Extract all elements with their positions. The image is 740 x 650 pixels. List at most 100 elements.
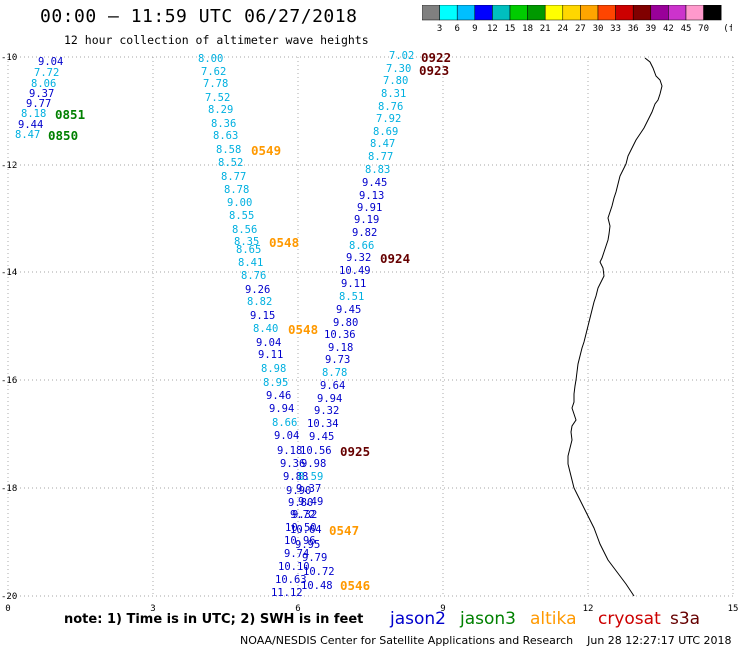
wave-height-value: 10.48 [301, 580, 333, 592]
wave-height-value: 8.51 [339, 291, 364, 303]
wave-height-value: 8.29 [208, 104, 233, 116]
wave-height-value: 10.64 [290, 524, 322, 536]
wave-height-value: 9.46 [266, 390, 291, 402]
color-scale-label: 12 [487, 24, 498, 34]
wave-height-value: 10.34 [307, 418, 339, 430]
wave-height-value: 7.30 [386, 63, 411, 75]
x-tick-label: 9 [440, 604, 445, 614]
wave-height-value: 9.44 [18, 119, 43, 131]
wave-height-value: 8.40 [253, 323, 278, 335]
color-scale-label: 3 [437, 24, 442, 34]
wave-height-value: 9.82 [352, 227, 377, 239]
color-scale-label: 30 [593, 24, 604, 34]
wave-height-value: 9.80 [288, 497, 313, 509]
wave-height-value: 9.88 [283, 471, 308, 483]
color-scale-unit: (ft) [723, 24, 732, 34]
legend-jason3: jason3 [460, 609, 516, 629]
wave-height-value: 7.78 [203, 78, 228, 90]
wave-height-value: 9.37 [29, 88, 54, 100]
color-swatch [703, 5, 722, 21]
color-scale-label: 36 [628, 24, 639, 34]
pass-time-label: 0549 [251, 143, 281, 158]
map-subtitle: 12 hour collection of altimeter wave hei… [64, 33, 369, 47]
wave-height-value: 8.63 [213, 130, 238, 142]
map-title: 00:00 – 11:59 UTC 06/27/2018 [40, 6, 358, 27]
axis-labels: 0 3 6 9 12 15 -10 -12 -14 -16 -18 -20 [1, 53, 738, 614]
wave-height-value: 9.32 [346, 252, 371, 264]
wave-height-value: 8.98 [261, 363, 286, 375]
wave-height-value: 8.56 [232, 224, 257, 236]
wave-height-value: 8.47 [15, 129, 40, 141]
wave-height-value: 8.66 [272, 417, 297, 429]
wave-height-value: 9.95 [295, 539, 320, 551]
wave-height-value: 9.45 [309, 431, 334, 443]
map-grid [7, 56, 734, 597]
color-scale-label: 39 [645, 24, 656, 34]
color-scale-label: 45 [681, 24, 692, 34]
wave-height-value: 9.04 [38, 56, 63, 68]
wave-height-value: 8.78 [224, 184, 249, 196]
wave-height-value: 10.10 [278, 561, 310, 573]
wave-height-value: 8.78 [322, 367, 347, 379]
wave-height-value: 9.18 [277, 445, 302, 457]
wave-height-value: 9.00 [227, 197, 252, 209]
wave-height-value: 8.77 [368, 151, 393, 163]
wave-height-value: 8.95 [263, 377, 288, 389]
wave-height-value: 8.41 [238, 257, 263, 269]
y-tick-label: -14 [1, 268, 17, 278]
footnote: note: 1) Time is in UTC; 2) SWH is in fe… [64, 612, 364, 627]
wave-height-value: 8.69 [373, 126, 398, 138]
wave-height-value: 9.04 [256, 337, 281, 349]
credit-line: NOAA/NESDIS Center for Satellite Applica… [240, 634, 732, 647]
wave-height-value: 8.18 [21, 108, 46, 120]
color-scale-label: 24 [557, 24, 568, 34]
wave-height-value: 11.12 [271, 587, 303, 599]
wave-height-value: 9.64 [320, 380, 345, 392]
x-tick-label: 0 [5, 604, 10, 614]
legend-s3a: s3a [670, 609, 701, 629]
wave-height-value: 8.00 [198, 53, 223, 65]
wave-height-value: 9.72 [290, 509, 315, 521]
color-scale-label: 33 [610, 24, 621, 34]
wave-height-value: 9.19 [354, 214, 379, 226]
wave-height-value: 9.98 [301, 458, 326, 470]
wave-height-value: 7.62 [201, 66, 226, 78]
wave-height-value: 7.02 [389, 50, 414, 62]
wave-height-value: 9.32 [314, 405, 339, 417]
wave-height-value: 8.31 [381, 88, 406, 100]
x-tick-label: 12 [583, 604, 594, 614]
legend-jason2: jason2 [390, 609, 446, 629]
wave-height-value: 8.65 [236, 244, 261, 256]
wave-height-values: 9.047.728.069.379.778.189.448.478.007.62… [15, 50, 414, 599]
x-tick-label: 6 [295, 604, 300, 614]
pass-time-label: 0850 [48, 128, 78, 143]
wave-height-value: 7.52 [205, 92, 230, 104]
y-tick-label: -10 [1, 53, 17, 63]
wave-height-value: 10.96 [284, 535, 316, 547]
color-scale-label: 21 [540, 24, 551, 34]
wave-height-value: 8.76 [378, 101, 403, 113]
pass-time-label: 0547 [329, 523, 359, 538]
pass-time-label: 0546 [340, 578, 370, 593]
wave-height-value: 9.13 [359, 190, 384, 202]
wave-height-value: 8.47 [370, 138, 395, 150]
wave-height-value: 8.77 [221, 171, 246, 183]
color-scale-label: 15 [505, 24, 516, 34]
wave-height-value: 9.94 [269, 403, 294, 415]
pass-time-label: 0548 [288, 322, 318, 337]
coastline [567, 57, 663, 597]
wave-height-value: 9.77 [26, 98, 51, 110]
wave-height-value: 8.59 [298, 471, 323, 483]
color-scale-label: 9 [472, 24, 477, 34]
color-scale-label: 6 [454, 24, 459, 34]
color-scale-label: 70 [698, 24, 709, 34]
wave-height-value: 9.18 [328, 342, 353, 354]
legend-cryosat: cryosat [598, 609, 661, 629]
wave-height-value: 8.82 [247, 296, 272, 308]
wave-height-value: 10.49 [339, 265, 371, 277]
wave-height-value: 9.04 [274, 430, 299, 442]
wave-height-value: 9.37 [296, 483, 321, 495]
